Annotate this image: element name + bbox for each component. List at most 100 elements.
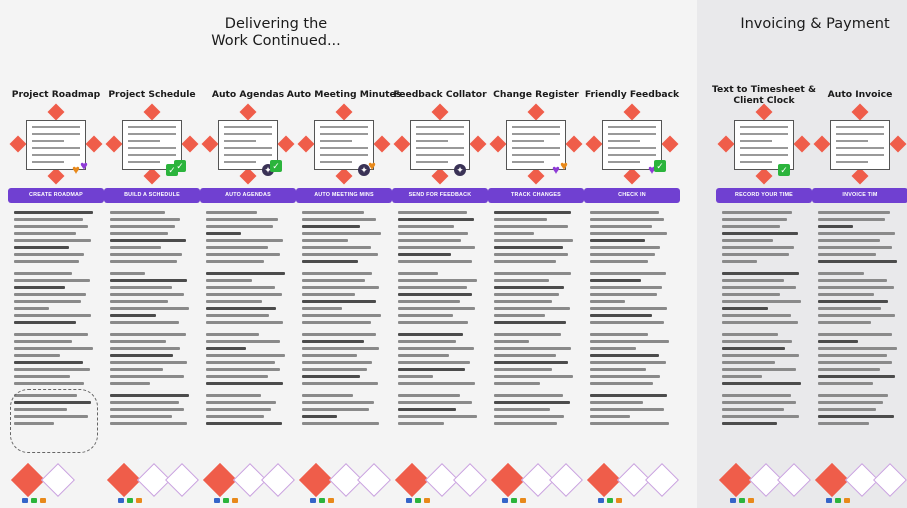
footer-link-diamond[interactable] [453,463,487,497]
connector-diamond [239,167,257,185]
connector-diamond [813,135,831,153]
column-action-button[interactable]: BUILD A SCHEDULE [104,188,200,203]
connector-diamond [277,135,295,153]
footer-link-diamond[interactable] [719,463,753,497]
footer-link-diamond[interactable] [491,463,525,497]
connector-diamond [181,135,199,153]
integration-icons [118,498,142,503]
app-logo-icon [502,498,508,503]
check-sticker-icon: ✓ [174,160,186,172]
app-logo-icon [232,498,238,503]
connector-diamond [105,135,123,153]
integration-icons [22,498,46,503]
workflow-column: Text to Timesheet & Client Clock ✓ RECORD … [712,84,816,504]
bug-sticker-icon: ✦ [358,164,370,176]
column-title: Feedback Collator [393,89,487,100]
sketch-card[interactable]: ♥ ♥ [488,103,584,185]
footer-link-diamond[interactable] [41,463,75,497]
app-logo-icon [598,498,604,503]
app-logo-icon [415,498,421,503]
footer-link-diamond[interactable] [357,463,391,497]
sketch-card[interactable]: ♥ ♥ [8,103,104,185]
app-logo-icon [406,498,412,503]
check-sticker-icon: ✓ [270,160,282,172]
connector-diamond [431,103,449,121]
footer-link-diamond[interactable] [395,463,429,497]
sketch-card[interactable]: ✓ ✓ [104,103,200,185]
sketch-thumbnail [218,120,278,170]
footer-link-diamond[interactable] [203,463,237,497]
column-action-button[interactable]: CHECK IN [584,188,680,203]
column-action-button[interactable]: AUTO MEETING MINS [296,188,392,203]
sketch-thumbnail [410,120,470,170]
connector-diamond [469,135,487,153]
workflow-column: Auto Invoice INVOICE TIM [812,84,907,504]
column-title: Auto Invoice [827,89,893,100]
integration-icons [730,498,754,503]
column-action-button[interactable]: TRACK CHANGES [488,188,584,203]
column-description-text [398,211,486,441]
sketch-thumbnail [314,120,374,170]
workflow-column: Friendly Feedback ♥ ✓ CHECK IN [584,84,680,504]
column-action-button[interactable]: CREATE ROADMAP [8,188,104,203]
connector-diamond [143,103,161,121]
column-footer-links [716,463,812,504]
workflow-column: Project Schedule ✓ ✓ BUILD A SCHEDULE [104,84,200,504]
footer-link-diamond[interactable] [261,463,295,497]
footer-link-diamond[interactable] [549,463,583,497]
column-title: Project Roadmap [11,89,101,100]
column-footer-links [200,463,296,504]
sketch-card[interactable] [812,103,907,185]
sketch-card[interactable]: ✦ ✓ [200,103,296,185]
sketch-card[interactable]: ✦ [392,103,488,185]
footer-link-diamond[interactable] [777,463,811,497]
app-logo-icon [835,498,841,503]
footer-link-diamond[interactable] [873,463,907,497]
column-action-button[interactable]: RECORD YOUR TIME [716,188,812,203]
app-logo-icon [118,498,124,503]
sketch-thumbnail [26,120,86,170]
app-logo-icon [319,498,325,503]
integration-icons [826,498,850,503]
purple-sticker-icon: ♥ [80,158,88,173]
app-logo-icon [826,498,832,503]
workflow-column: Feedback Collator ✦ SEND FOR FEEDBACK [392,84,488,504]
integration-icons [406,498,430,503]
app-logo-icon [730,498,736,503]
app-logo-icon [127,498,133,503]
footer-link-diamond[interactable] [815,463,849,497]
connector-diamond [47,103,65,121]
connector-diamond [793,135,811,153]
footer-link-diamond[interactable] [11,463,45,497]
section-title-line-2: Work Continued... [211,33,341,49]
sketch-card[interactable]: ✦ ♥ [296,103,392,185]
section-title-delivering: Delivering the Work Continued... [196,16,356,50]
column-title: Friendly Feedback [584,89,680,100]
connector-diamond [431,167,449,185]
sketch-card[interactable]: ♥ ✓ [584,103,680,185]
connector-diamond [527,103,545,121]
column-title: Text to Timesheet & Client Clock [712,84,816,106]
column-title: Project Schedule [108,89,196,100]
column-action-button[interactable]: INVOICE TIM [812,188,907,203]
footer-link-diamond[interactable] [587,463,621,497]
integration-icons [598,498,622,503]
connector-diamond [335,167,353,185]
app-logo-icon [607,498,613,503]
integration-icons [214,498,238,503]
column-action-button[interactable]: SEND FOR FEEDBACK [392,188,488,203]
connector-diamond [889,135,907,153]
footer-link-diamond[interactable] [107,463,141,497]
footer-link-diamond[interactable] [165,463,199,497]
app-logo-icon [22,498,28,503]
highlight-note-outline [10,389,98,453]
footer-link-diamond[interactable] [645,463,679,497]
purple-sticker-icon: ♥ [648,162,656,177]
app-logo-icon [328,498,334,503]
footer-link-diamond[interactable] [299,463,333,497]
column-description-text [818,211,906,441]
connector-diamond [623,103,641,121]
column-action-button[interactable]: AUTO AGENDAS [200,188,296,203]
sketch-card[interactable]: ✓ [716,103,812,185]
app-logo-icon [424,498,430,503]
